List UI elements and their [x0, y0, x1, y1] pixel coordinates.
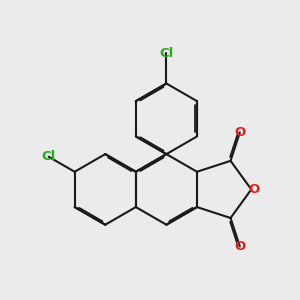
Text: O: O [248, 183, 260, 196]
Text: O: O [234, 240, 245, 253]
Text: Cl: Cl [159, 47, 173, 60]
Text: O: O [234, 126, 245, 139]
Text: Cl: Cl [42, 150, 56, 163]
